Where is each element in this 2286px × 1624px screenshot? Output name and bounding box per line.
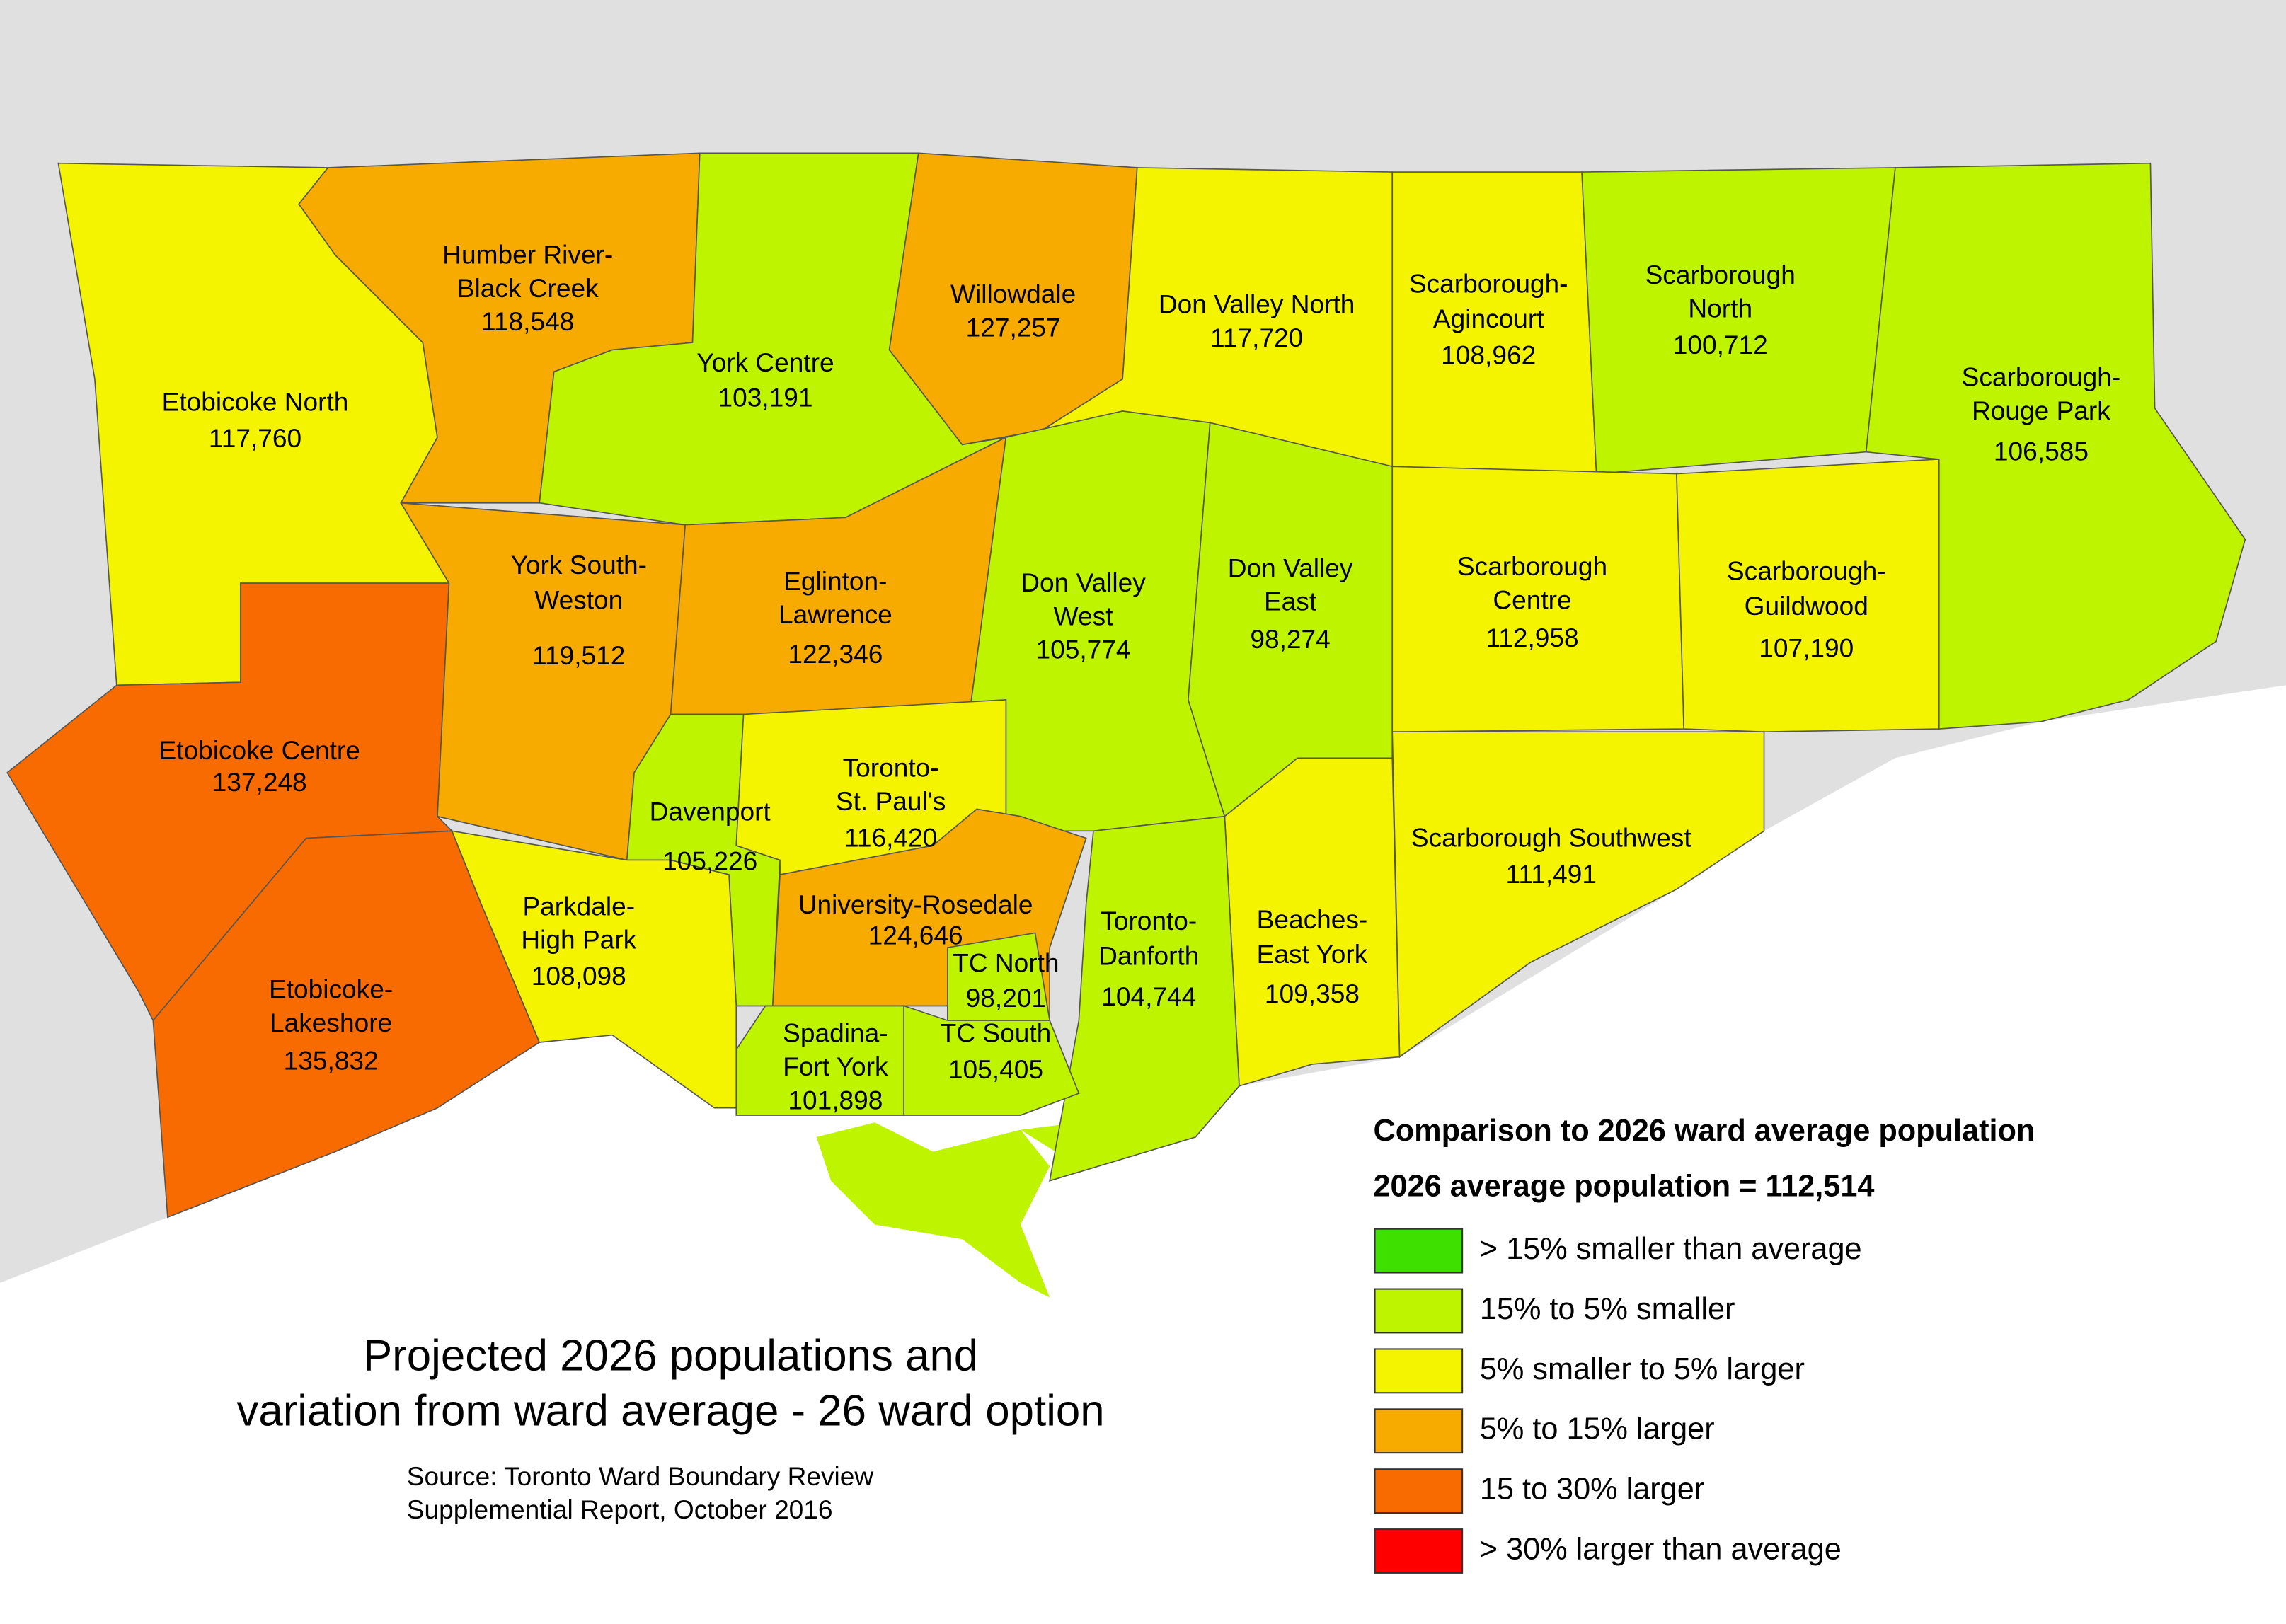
ward-population: 111,491 (1506, 859, 1597, 889)
legend: > 15% smaller than average 15% to 5% smal… (1374, 1228, 1862, 1574)
ward-population: 98,201 (966, 983, 1046, 1013)
ward-population: 109,358 (1265, 979, 1360, 1008)
ward-name: Scarborough- (1409, 269, 1568, 299)
ward-population: 116,420 (844, 822, 937, 852)
ward-name: Scarborough Southwest (1411, 822, 1691, 852)
ward-name: Centre (1493, 585, 1571, 615)
ward-name: Etobicoke- (269, 974, 393, 1004)
ward (1676, 459, 1940, 733)
ward-population: 119,512 (532, 640, 625, 670)
ward-name: Lakeshore (270, 1008, 392, 1037)
ward-name: High Park (521, 925, 636, 955)
ward-name: Black Creek (457, 273, 599, 303)
ward-name: Scarborough- (1727, 555, 1886, 585)
legend-swatch (1374, 1288, 1464, 1334)
ward-name: Beaches- (1257, 904, 1368, 934)
islands (816, 1122, 1050, 1298)
ward (451, 830, 737, 1109)
ward-name: University-Rosedale (798, 889, 1033, 919)
ward (1865, 162, 2246, 730)
source: Supplemential Report, October 2016 (407, 1495, 833, 1524)
ward-population: 107,190 (1759, 633, 1854, 663)
legend-title: Comparison to 2026 ward average populati… (1373, 1114, 2035, 1148)
legend-label: 15% to 5% smaller (1480, 1292, 1735, 1326)
ward-name: Don Valley North (1159, 289, 1355, 318)
ward-population: 137,248 (212, 767, 307, 797)
title: Projected 2026 populations and (363, 1331, 978, 1380)
ward-name: Parkdale- (522, 891, 635, 921)
ward-name: Agincourt (1433, 304, 1544, 333)
ward-name: Weston (534, 585, 623, 615)
ward-name: Scarborough (1457, 551, 1607, 581)
wards (6, 152, 2246, 1219)
ward-name: North (1688, 294, 1752, 323)
ward-name: York South- (511, 550, 647, 580)
ward-population: 105,774 (1036, 635, 1131, 664)
ward-population: 127,257 (966, 312, 1061, 342)
legend-label: > 30% larger than average (1480, 1532, 1842, 1566)
legend-label: 15 to 30% larger (1480, 1473, 1704, 1507)
ward-name: TC North (953, 948, 1059, 978)
ward-population: 117,760 (209, 423, 301, 453)
ward-name: Fort York (783, 1052, 888, 1081)
ward-name: Etobicoke North (162, 386, 349, 416)
ward-population: 117,720 (1210, 323, 1303, 352)
ward-population: 108,962 (1441, 340, 1536, 370)
legend-label: 5% smaller to 5% larger (1480, 1352, 1805, 1386)
ward-population: 112,958 (1486, 623, 1578, 652)
ward-population: 106,585 (1994, 437, 2089, 466)
ward-name: Eglinton- (783, 566, 887, 596)
ward-name: Guildwood (1745, 591, 1868, 621)
lake (0, 685, 2286, 1624)
ward-name: Toronto- (843, 753, 939, 783)
ward-population: 105,226 (662, 846, 757, 875)
ward-name: York Centre (696, 347, 834, 377)
legend-swatch (1374, 1348, 1464, 1394)
ward-name: Scarborough (1645, 260, 1796, 289)
ward-name: Don Valley (1021, 568, 1146, 597)
ward-name: St. Paul's (836, 786, 946, 816)
ward-population: 124,646 (868, 920, 963, 950)
ward-name: Rouge Park (1972, 396, 2110, 425)
ward-population: 108,098 (532, 961, 626, 991)
ward-name: Willowdale (950, 279, 1076, 309)
ward-population: 122,346 (788, 639, 883, 669)
ward-population: 100,712 (1673, 330, 1768, 359)
ward-name: Davenport (650, 796, 771, 826)
title: variation from ward average - 26 ward op… (236, 1387, 1104, 1436)
ward-name: TC South (941, 1018, 1052, 1047)
source: Source: Toronto Ward Boundary Review (407, 1461, 874, 1491)
ward (1049, 815, 1240, 1182)
legend-swatch (1374, 1228, 1464, 1274)
legend-label: 5% to 15% larger (1480, 1412, 1715, 1446)
legend-swatch (1374, 1528, 1464, 1574)
ward-population: 98,274 (1250, 624, 1330, 654)
ward (1188, 422, 1394, 818)
ward-population: 105,405 (948, 1054, 1043, 1084)
legend-swatch (1374, 1408, 1464, 1454)
ward-population: 104,744 (1101, 981, 1196, 1011)
legend-subtitle: 2026 average population = 112,514 (1373, 1169, 1874, 1203)
ward-population: 135,832 (284, 1046, 379, 1076)
ward-name: Danforth (1098, 940, 1199, 970)
ward-population: 118,548 (481, 306, 574, 336)
ward (735, 1005, 904, 1116)
ward-population: 101,898 (788, 1085, 883, 1115)
ward-name: East York (1257, 939, 1368, 969)
ward-name: Humber River- (442, 239, 613, 269)
ward (903, 1005, 1080, 1116)
ward-name: Lawrence (779, 599, 892, 629)
legend-label: > 15% smaller than average (1480, 1232, 1862, 1266)
ward-name: East (1264, 587, 1317, 616)
ward-name: West (1054, 601, 1113, 630)
ward-population: 103,191 (718, 382, 812, 412)
ward-name: Spadina- (783, 1018, 888, 1047)
ward-name: Etobicoke Centre (159, 735, 360, 765)
ward-name: Don Valley (1228, 553, 1353, 582)
legend-swatch (1374, 1468, 1464, 1514)
ward-name: Toronto- (1101, 906, 1197, 935)
ward-name: Scarborough- (1962, 362, 2121, 391)
